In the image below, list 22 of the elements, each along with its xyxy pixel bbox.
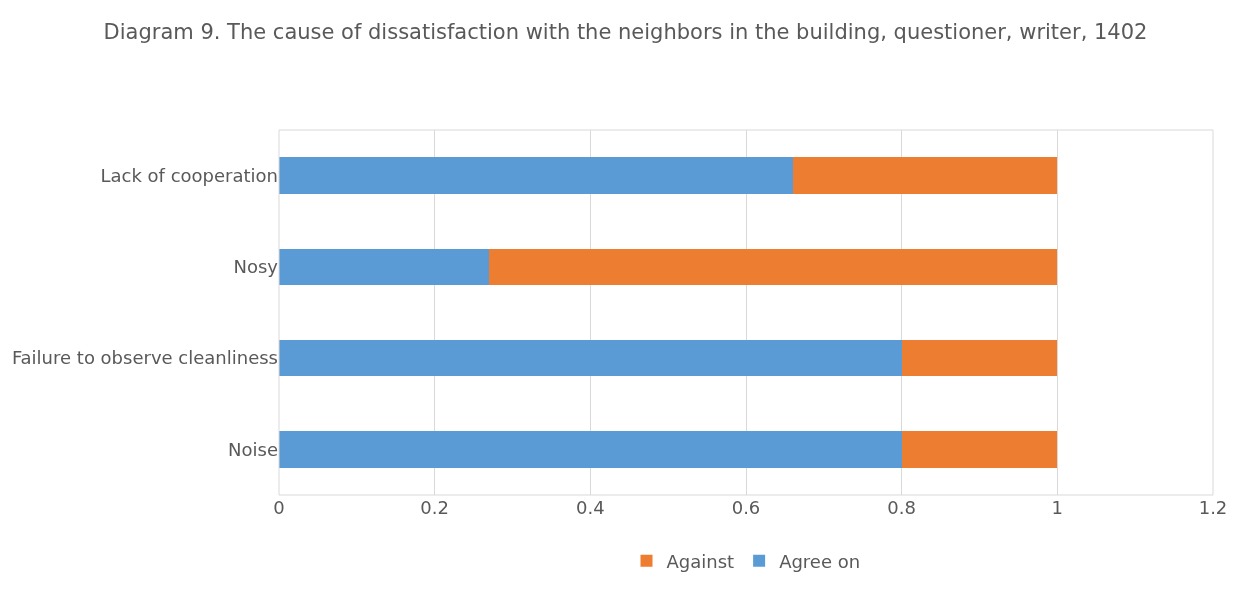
x-tick-label: 0 bbox=[273, 497, 285, 518]
x-tick-label: 0.8 bbox=[887, 497, 916, 518]
bar bbox=[279, 339, 902, 377]
bar bbox=[792, 157, 1058, 194]
bar bbox=[489, 248, 1058, 286]
y-tick-label: Nosy bbox=[233, 256, 279, 278]
bar bbox=[901, 431, 1058, 468]
chart-title: Diagram 9. The cause of dissatisfaction with the neighbors in the building, questioner, writer, 1402 bbox=[103, 19, 1148, 44]
bar bbox=[279, 431, 902, 468]
x-tick-label: 0.6 bbox=[731, 497, 761, 518]
y-tick-label: Noise bbox=[228, 438, 278, 460]
bar bbox=[901, 339, 1058, 377]
x-tick-label: 1 bbox=[1051, 497, 1064, 518]
bar bbox=[279, 157, 793, 194]
x-tick-label: 1.2 bbox=[1198, 497, 1228, 518]
x-tick-label: 0.2 bbox=[420, 497, 449, 518]
legend-label: Against bbox=[666, 550, 735, 572]
bar bbox=[279, 248, 490, 286]
legend-label: Agree on bbox=[779, 550, 861, 572]
y-tick-label: Lack of cooperation bbox=[100, 164, 278, 186]
x-tick-label: 0.4 bbox=[576, 497, 605, 518]
y-tick-label: Failure to observe cleanliness bbox=[11, 347, 278, 369]
